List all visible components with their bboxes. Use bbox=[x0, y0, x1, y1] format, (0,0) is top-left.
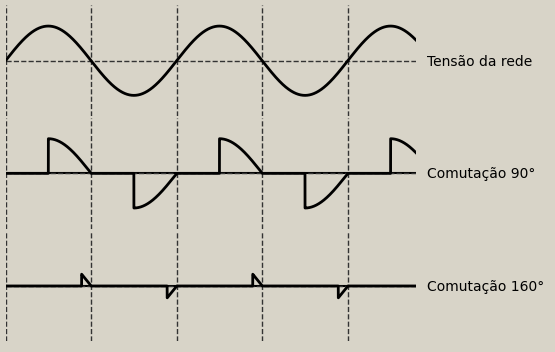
Text: Comutação 90°: Comutação 90° bbox=[427, 167, 536, 181]
Text: Tensão da rede: Tensão da rede bbox=[427, 55, 533, 69]
Text: Comutação 160°: Comutação 160° bbox=[427, 280, 544, 294]
